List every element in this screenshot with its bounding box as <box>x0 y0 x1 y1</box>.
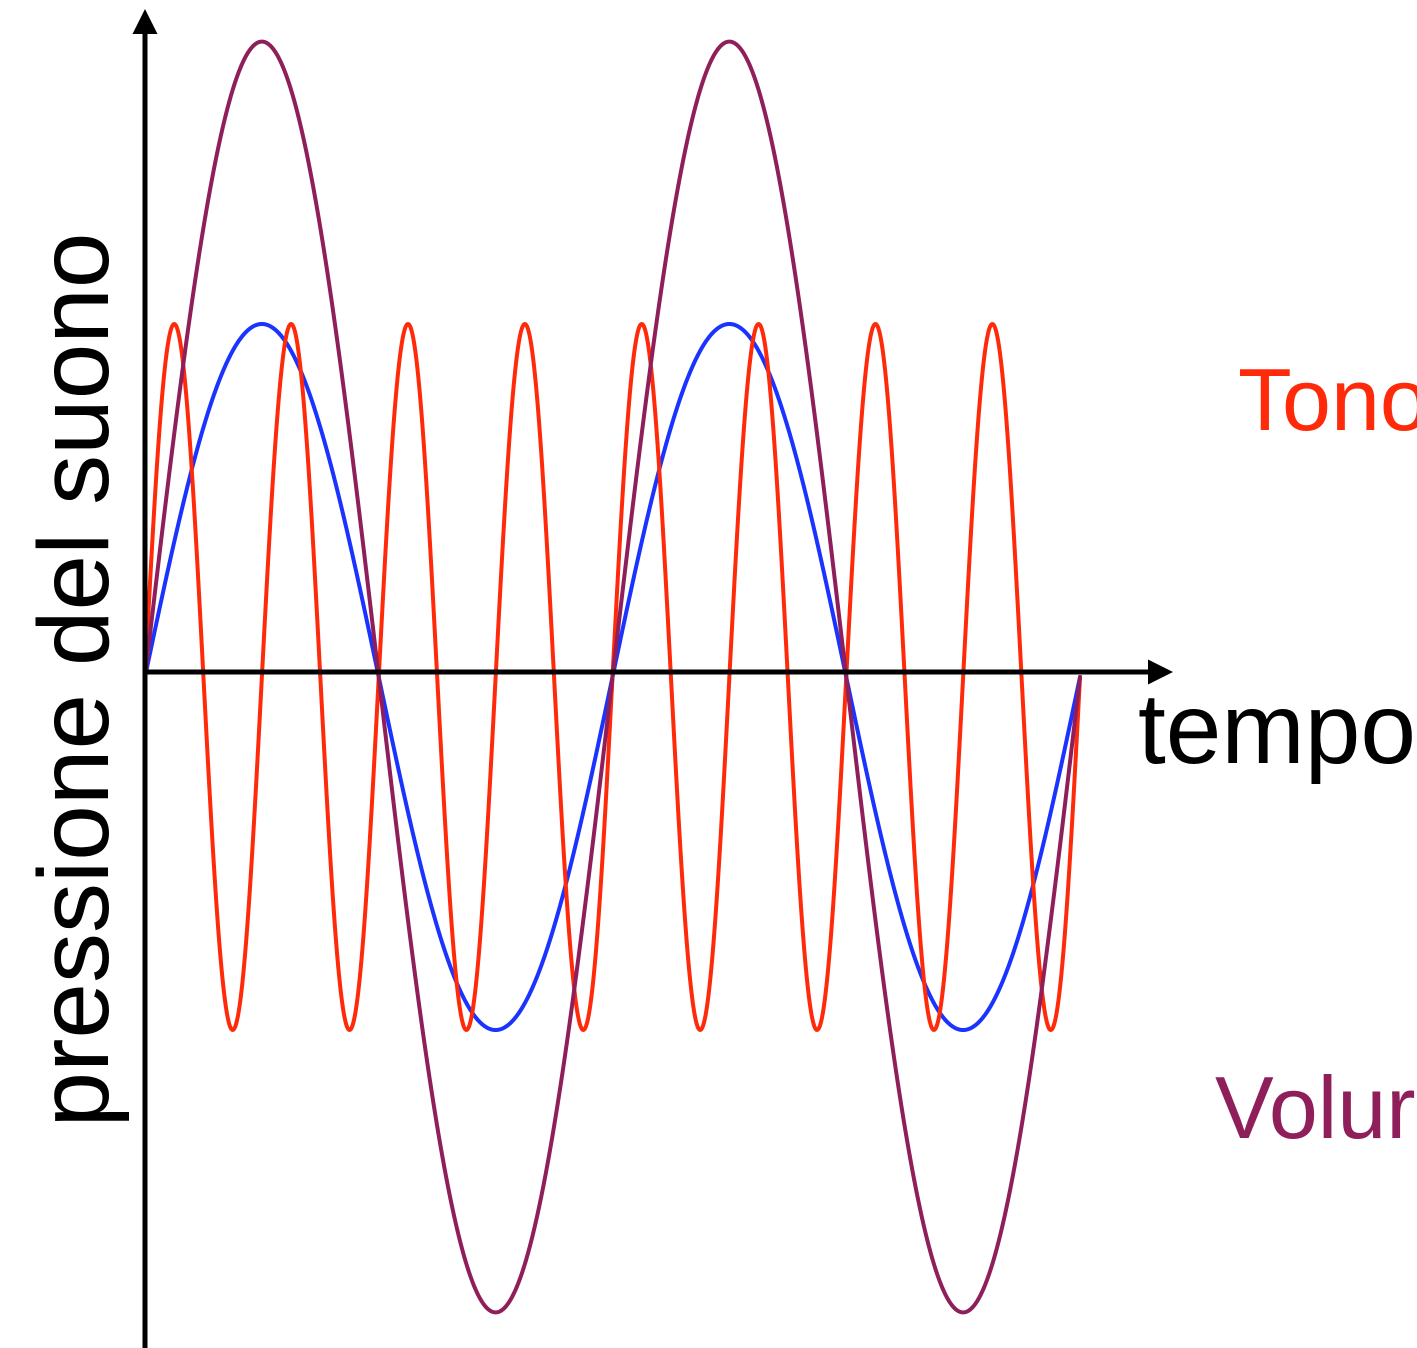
annotation-tono: Tono <box>1238 350 1417 449</box>
y-axis-label: pressione del suono <box>18 232 130 1127</box>
wave-series-2 <box>143 39 1082 1315</box>
wave-series-group <box>143 39 1082 1315</box>
x-axis-label: tempo <box>1138 673 1416 785</box>
annotation-volume: Volur <box>1215 1058 1416 1157</box>
